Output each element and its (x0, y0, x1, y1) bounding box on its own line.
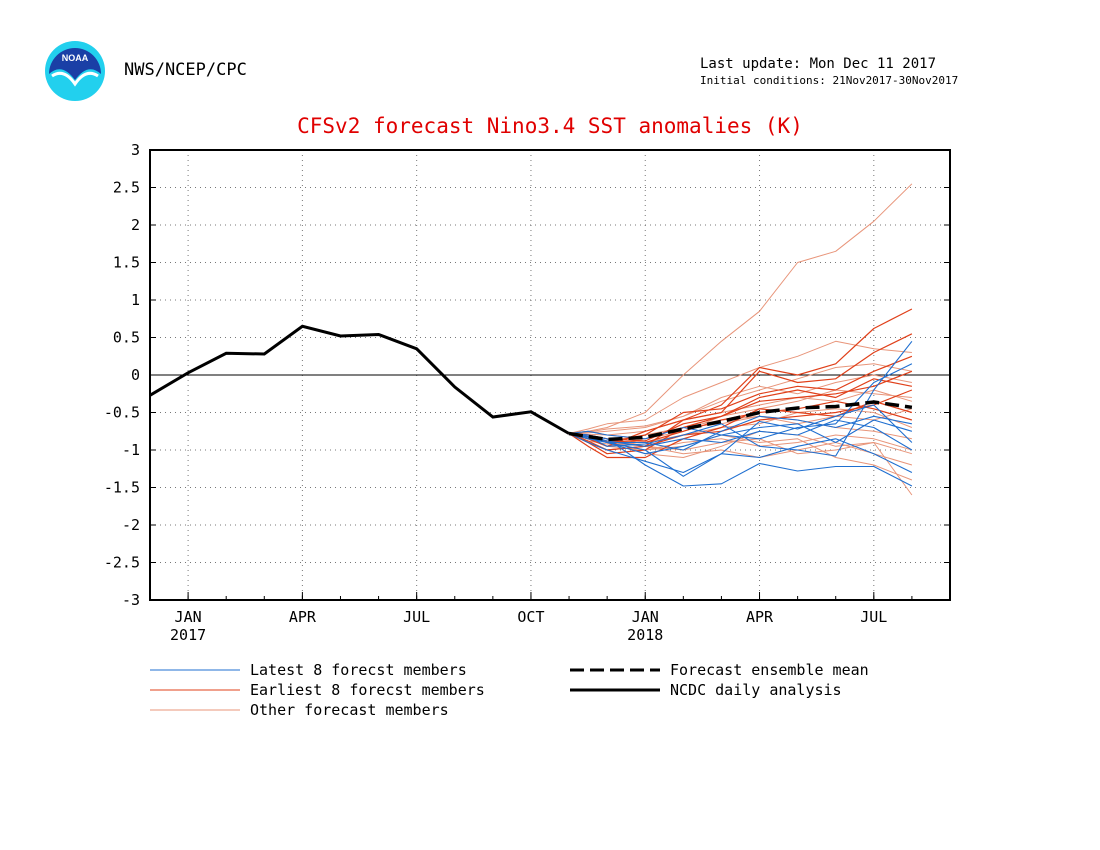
latest-member-line (568, 340, 913, 457)
y-tick-label: -0.5 (104, 404, 140, 422)
other-member-line (568, 340, 912, 434)
other-member-line (568, 183, 913, 434)
y-tick-label: -2.5 (104, 554, 140, 572)
logo-gull (51, 71, 99, 87)
series-forecast-ensemble-mean (568, 400, 913, 442)
legend: Latest 8 forecst members Earliest 8 forec… (150, 661, 869, 719)
legend-earliest-label: Earliest 8 forecst members (250, 681, 485, 699)
legend-analysis-label: NCDC daily analysis (670, 681, 842, 699)
y-tick-label: 2 (131, 216, 140, 234)
logo-top (49, 48, 101, 80)
earliest-member-line (568, 400, 913, 459)
latest-member-line (568, 363, 913, 455)
chart-title: CFSv2 forecast Nino3.4 SST anomalies (K) (297, 114, 803, 138)
legend-other-label: Other forecast members (250, 701, 449, 719)
x-tick-label: JUL (860, 608, 887, 626)
y-tick-labels: 3 2.5 2 1.5 1 0.5 0 -0.5 -1 -1.5 -2 -2.5 -3 (104, 141, 140, 609)
x-tick-year-label: 2017 (170, 626, 206, 644)
x-tick-label: APR (289, 608, 317, 626)
series-ncdc-daily-analysis (149, 324, 570, 435)
latest-member-line (568, 433, 913, 474)
y-tick-label: -1 (122, 441, 140, 459)
initial-conditions: Initial conditions: 21Nov2017-30Nov2017 (700, 74, 959, 87)
other-member-line (568, 374, 912, 434)
earliest-member-line (568, 308, 913, 447)
x-tick-label: APR (746, 608, 774, 626)
x-tick-year-label: 2018 (627, 626, 663, 644)
y-tick-label: -3 (122, 591, 140, 609)
other-member-line (568, 363, 912, 434)
y-tick-label: 1.5 (113, 254, 140, 272)
series-latest-members (568, 340, 913, 487)
noaa-logo: NOAA (44, 40, 106, 102)
y-tick-label: 0 (131, 366, 140, 384)
plot-frame (149, 149, 951, 601)
y-tick-label: -2 (122, 516, 140, 534)
x-tick-label: JAN (175, 608, 202, 626)
y-tick-label: 3 (131, 141, 140, 159)
y-tick-label: 1 (131, 291, 140, 309)
x-tick-label: JUL (403, 608, 430, 626)
y-tick-label: -1.5 (104, 479, 140, 497)
last-update: Last update: Mon Dec 11 2017 (700, 56, 937, 72)
x-tick-label: JAN (632, 608, 659, 626)
legend-mean-label: Forecast ensemble mean (670, 661, 869, 679)
y-tick-label: 2.5 (113, 179, 140, 197)
logo-text: NOAA (62, 53, 89, 63)
agency-label: NWS/NCEP/CPC (124, 60, 247, 80)
earliest-member-line (568, 333, 913, 451)
y-tick-label: 0.5 (113, 329, 140, 347)
x-tick-label: OCT (517, 608, 544, 626)
legend-latest-label: Latest 8 forecst members (250, 661, 467, 679)
